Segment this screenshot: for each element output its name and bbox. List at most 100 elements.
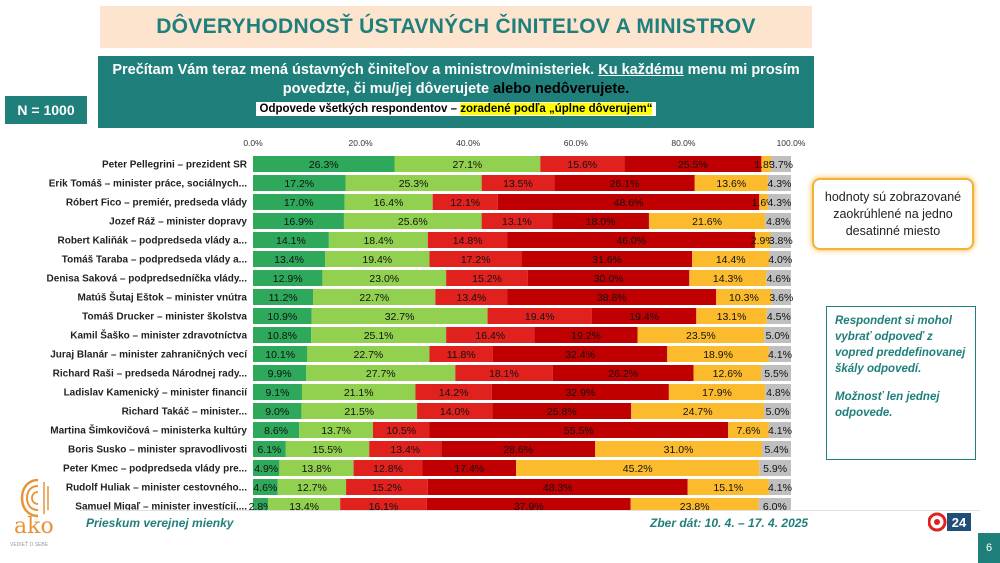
bar-segment [313, 289, 436, 305]
bar-segment [372, 422, 430, 438]
bar-segment [648, 213, 766, 229]
category-label: Peter Pellegrini – prezident SR [102, 160, 248, 171]
subtitle: Odpovede všetkých respondentov – zoraden… [255, 102, 657, 116]
category-label: Tomáš Taraba – podpredseda vlády a... [62, 255, 247, 266]
category-label: Tomáš Drucker – minister školstva [82, 312, 247, 323]
bar-segment [253, 460, 280, 476]
bar-segment [765, 384, 791, 400]
data-label: 9.1% [266, 387, 290, 399]
data-label: 10.9% [267, 311, 297, 323]
ako-logo-text: ako [14, 514, 54, 539]
bar-segment [694, 175, 768, 191]
x-tick-label: 100.0% [777, 138, 806, 148]
data-label: 48.6% [614, 197, 644, 209]
data-label: 13.4% [289, 501, 319, 510]
bar-segment [253, 270, 323, 286]
bar-segment [687, 479, 769, 495]
bar-segment [429, 251, 522, 267]
data-label: 4.6% [253, 482, 277, 494]
bar-segment [417, 403, 493, 419]
data-label: 45.2% [623, 463, 653, 475]
bar-segment [277, 479, 347, 495]
bar-segment [768, 346, 791, 362]
bar-segment [492, 346, 668, 362]
bar-segment [446, 327, 535, 343]
bar-segment [764, 403, 791, 419]
category-label: Erik Tomáš – minister práce, sociálnych.… [49, 179, 247, 190]
bar-segment [311, 327, 447, 343]
data-label: 2.8% [249, 501, 273, 510]
category-label: Richard Takáč – minister... [122, 407, 248, 418]
data-label: 4.9% [254, 463, 278, 475]
rounding-note: hodnoty sú zobrazované zaokrúhlené na je… [812, 178, 974, 250]
data-label: 25.5% [678, 159, 708, 171]
x-tick-label: 0.0% [243, 138, 263, 148]
bar-segment [394, 156, 541, 172]
bar-segment [595, 441, 762, 457]
category-label: Matúš Šutaj Eštok – minister vnútra [78, 291, 248, 304]
sample-size-badge: N = 1000 [5, 96, 87, 124]
data-label: 28.6% [503, 444, 533, 456]
data-label: 4.1% [768, 425, 792, 437]
data-label: 12.6% [713, 368, 743, 380]
tv-24-logo-text: 24 [952, 515, 967, 530]
bar-segment [766, 270, 791, 286]
bar-segment [766, 308, 791, 324]
bar-segment [253, 194, 345, 210]
bar-segment [311, 308, 488, 324]
data-label: 26.2% [608, 368, 638, 380]
ako-logo-subtext: VEDIEŤ O SEBE [10, 542, 49, 548]
data-label: 17.4% [454, 463, 484, 475]
scale-note: Respondent si mohol vybrať odpoveď z vop… [826, 306, 976, 460]
data-label: 14.0% [440, 406, 470, 418]
category-label: Richard Raši – predseda Národnej rady... [53, 369, 248, 380]
data-label: 19.4% [362, 254, 392, 266]
x-tick-label: 60.0% [564, 138, 589, 148]
data-label: 25.1% [364, 330, 394, 342]
bar-segment [427, 479, 688, 495]
data-label: 27.1% [453, 159, 483, 171]
bar-segment [343, 213, 482, 229]
data-label: 12.8% [373, 463, 403, 475]
data-label: 16.9% [284, 216, 314, 228]
category-label: Róbert Fico – premiér, predseda vlády [66, 198, 248, 209]
bar-segment [491, 384, 669, 400]
bar-segment [591, 308, 697, 324]
data-label: 7.6% [737, 425, 761, 437]
ako-logo-icon [20, 478, 49, 518]
data-label: 13.1% [717, 311, 747, 323]
bar-segment [268, 498, 341, 510]
bar-segment [253, 213, 344, 229]
data-label: 48.3% [543, 482, 573, 494]
data-label: 6.0% [763, 501, 787, 510]
bar-segment [764, 327, 791, 343]
bar-segment [253, 251, 326, 267]
data-label: 8.6% [264, 425, 288, 437]
data-label: 4.0% [768, 254, 792, 266]
data-label: 21.6% [692, 216, 722, 228]
scale-note-text: Respondent si mohol vybrať odpoveď z vop… [835, 315, 966, 375]
data-label: 14.2% [439, 387, 469, 399]
data-label: 3.8% [769, 235, 793, 247]
bar-segment [768, 479, 791, 495]
bar-segment [552, 213, 649, 229]
bar-segment [345, 175, 482, 191]
data-label: 19.4% [525, 311, 555, 323]
bar-segment [253, 479, 278, 495]
question-underlined: Ku každému [598, 62, 684, 78]
data-label: 37.9% [514, 501, 544, 510]
data-label: 22.7% [359, 292, 389, 304]
footer-date-range: Zber dát: 10. 4. – 17. 4. 2025 [650, 516, 809, 530]
category-label: Robert Kaliňák – podpredseda vlády a... [57, 236, 247, 247]
bar-segment [759, 460, 791, 476]
data-label: 4.6% [767, 273, 791, 285]
data-label: 21.5% [344, 406, 374, 418]
bar-segment [761, 441, 791, 457]
bar-segment [253, 422, 300, 438]
data-label: 5.9% [763, 463, 787, 475]
data-label: 23.5% [686, 330, 716, 342]
data-label: 22.7% [354, 349, 384, 361]
data-label: 19.2% [571, 330, 601, 342]
bar-segment [761, 365, 791, 381]
data-label: 13.4% [390, 444, 420, 456]
